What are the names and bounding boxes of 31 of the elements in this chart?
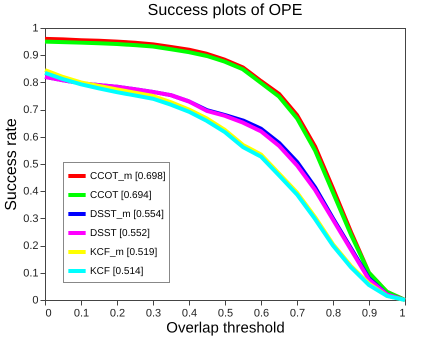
x-tick-label: 1: [399, 308, 406, 320]
x-tick-label: 0.4: [182, 308, 198, 320]
y-tick-label: 0.9: [23, 50, 38, 62]
y-tick-label: 0.2: [23, 240, 38, 252]
legend-label: DSST [0.552]: [90, 228, 150, 239]
x-tick-label: 0.6: [254, 308, 270, 320]
y-tick-label: 0.1: [23, 267, 38, 280]
legend-label: DSST_m [0.554]: [90, 209, 164, 220]
x-tick-label: 0.1: [74, 308, 90, 320]
legend-label: KCF_m [0.519]: [90, 247, 158, 258]
y-tick-label: 1: [32, 22, 38, 34]
y-axis-title: Success rate: [3, 118, 20, 211]
y-tick-label: 0.6: [23, 131, 38, 144]
x-tick-label: 0: [46, 308, 52, 320]
y-tick-label: 0.8: [23, 76, 38, 89]
y-tick-label: 0.4: [23, 186, 38, 198]
y-tick-label: 0.5: [23, 158, 38, 170]
x-tick-label: 0.7: [290, 308, 306, 320]
x-tick-label: 0.9: [362, 308, 378, 320]
x-tick-label: 0.5: [218, 308, 234, 320]
x-tick-label: 0.3: [146, 308, 162, 320]
x-axis-title: Overlap threshold: [166, 320, 285, 336]
y-tick-label: 0.3: [23, 212, 38, 225]
legend-label: CCOT [0.694]: [90, 190, 152, 201]
legend-label: KCF [0.514]: [90, 266, 144, 277]
legend-label: CCOT_m [0.698]: [90, 171, 166, 182]
chart-title: Success plots of OPE: [148, 2, 302, 19]
x-tick-label: 0.2: [110, 308, 126, 320]
y-tick-label: 0: [32, 294, 38, 306]
x-tick-label: 0.8: [326, 308, 342, 320]
y-tick-label: 0.7: [23, 104, 38, 116]
